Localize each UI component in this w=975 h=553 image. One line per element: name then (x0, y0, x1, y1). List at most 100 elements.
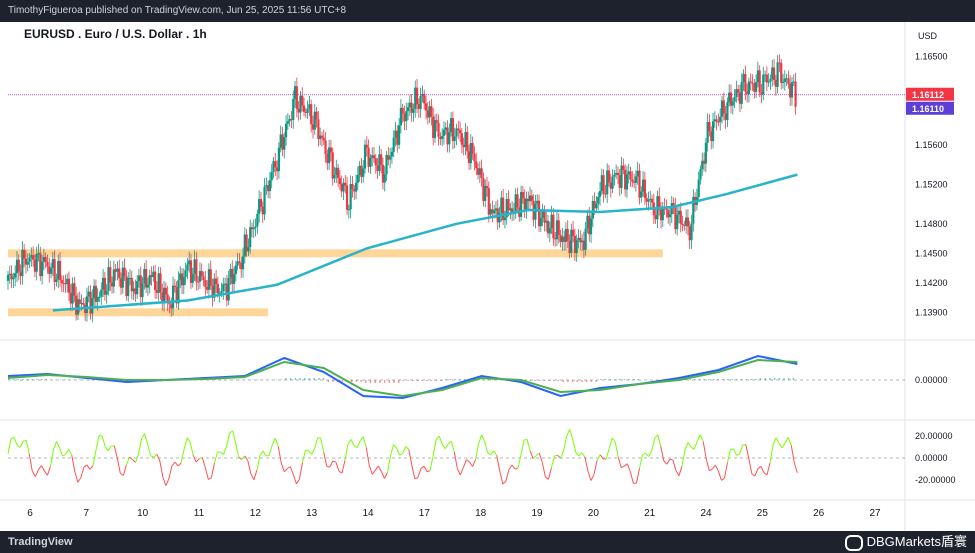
osc-segment (368, 465, 373, 475)
osc-segment (180, 449, 185, 464)
osc-segment (141, 433, 146, 439)
candle-body (568, 240, 571, 254)
candle-body (789, 83, 792, 98)
candle-body (193, 259, 196, 274)
candle-body (589, 218, 593, 235)
candle-body (385, 155, 388, 175)
candle-body (161, 292, 164, 304)
macd-histogram-bar (214, 379, 217, 380)
osc-segment (253, 469, 258, 480)
x-tick-15: 27 (869, 508, 881, 519)
candle-body (679, 210, 682, 224)
candle-body (439, 136, 442, 140)
candle-body (197, 281, 200, 283)
candle-body (44, 257, 47, 263)
candle-body (607, 170, 611, 183)
candle-body (711, 121, 715, 142)
candle-body (482, 178, 485, 201)
candle-body (550, 214, 553, 229)
candle-body (143, 269, 146, 284)
osc-segment (493, 450, 498, 456)
candle-body (12, 277, 15, 280)
candle-body (288, 119, 291, 122)
osc-segment (341, 460, 346, 474)
chart-area[interactable]: USD1.165001.160001.156001.152001.148001.… (0, 22, 975, 531)
macd-histogram-bar (421, 380, 423, 381)
osc-segment (199, 456, 203, 459)
candle-body (476, 168, 480, 175)
macd-histogram-bar (689, 379, 691, 380)
candle-body (295, 86, 298, 109)
price-tick-2: 1.15600 (915, 140, 948, 150)
osc-segment (651, 438, 656, 452)
osc-segment (550, 455, 555, 468)
osc-segment (335, 462, 340, 472)
candle-body (740, 81, 743, 104)
macd-histogram-bar (764, 378, 766, 380)
osc-segment (778, 443, 783, 449)
candle-body (369, 157, 372, 167)
tradingview-logo[interactable]: TradingView (0, 531, 73, 553)
candle-body (308, 104, 311, 109)
candle-body (93, 285, 96, 299)
candle-body (14, 273, 17, 278)
candle-body (40, 261, 44, 277)
candle-body (697, 179, 700, 198)
osc-segment (733, 448, 738, 456)
candle-body (136, 281, 139, 295)
candle-body (792, 81, 795, 83)
candle-body (735, 89, 738, 98)
candle-body (310, 104, 313, 125)
osc-segment (450, 441, 455, 452)
osc-segment (125, 456, 130, 466)
macd-histogram-bar (444, 379, 447, 380)
osc-segment (793, 462, 798, 473)
macd-histogram-bar (416, 380, 419, 381)
candle-body (109, 267, 112, 283)
osc-segment (675, 469, 680, 477)
candle-body (198, 271, 202, 282)
macd-histogram-bar (562, 380, 564, 382)
macd-histogram-bar (73, 379, 76, 380)
macd-histogram-bar (304, 378, 306, 380)
candle-body (559, 234, 562, 242)
candle-body (685, 217, 688, 226)
candle-body (387, 155, 390, 160)
osc-segment (116, 458, 121, 474)
candle-body (552, 214, 555, 239)
candle-body (30, 255, 33, 258)
candle-body (223, 283, 227, 285)
candle-body (238, 261, 241, 263)
macd-histogram-bar (280, 379, 283, 380)
macd-histogram-bar (271, 379, 273, 380)
osc-segment (71, 455, 76, 472)
osc-segment (365, 447, 370, 466)
macd-histogram-bar (722, 379, 724, 380)
macd-histogram-bar (210, 379, 212, 380)
macd-histogram-bar (365, 380, 367, 383)
candle-body (145, 269, 148, 288)
candle-body (213, 278, 216, 298)
osc-segment (766, 462, 771, 476)
tradingview-brand: TradingView (8, 536, 73, 548)
candle-body (67, 278, 71, 293)
osc-segment (654, 434, 659, 439)
candle-body (317, 119, 320, 140)
candle-body (211, 285, 214, 298)
currency-label: USD (918, 31, 938, 41)
candle-body (511, 208, 514, 213)
candle-body (543, 210, 546, 223)
macd-histogram-bar (36, 379, 38, 380)
osc-segment (432, 439, 437, 457)
macd-histogram-bar (322, 378, 325, 380)
candle-body (406, 107, 410, 112)
candle-body (737, 89, 740, 93)
candle-body (37, 252, 40, 255)
osc-segment (28, 453, 33, 472)
candle-body (503, 217, 507, 221)
osc-segment (46, 466, 51, 476)
osc-segment (514, 467, 519, 470)
candle-body (340, 183, 343, 192)
candle-body (450, 118, 453, 133)
last-price-badge (906, 87, 954, 101)
